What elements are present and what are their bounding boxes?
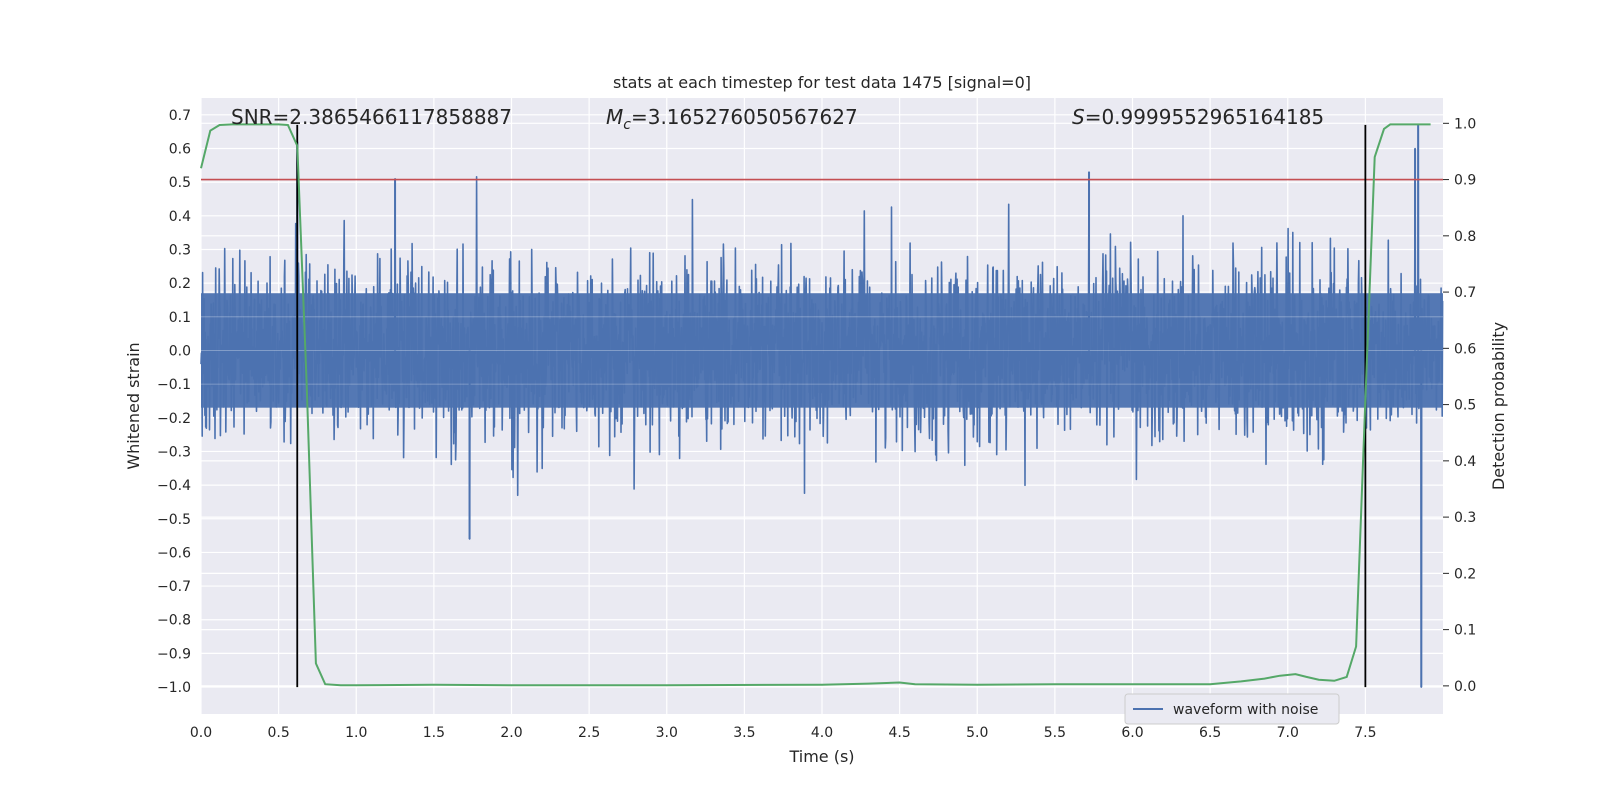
y2-tick-label: 0.5	[1454, 398, 1476, 414]
x-tick-label: 3.5	[733, 725, 755, 741]
y2-axis-label: Detection probability	[1489, 322, 1508, 490]
overlay	[200, 123, 1443, 688]
x-tick-label: 4.0	[811, 725, 833, 741]
y-tick-label: 0.5	[169, 175, 191, 191]
y-tick-label: 0.4	[169, 209, 191, 225]
x-tick-label: 2.0	[500, 725, 522, 741]
y-tick-label: −0.9	[157, 646, 191, 662]
y2-tick-label: 1.0	[1454, 116, 1476, 132]
waveform-core-band	[201, 293, 1443, 408]
x-tick-label: 0.5	[267, 725, 289, 741]
legend-label-waveform: waveform with noise	[1173, 702, 1318, 718]
y2-tick-label: 0.6	[1454, 341, 1476, 357]
x-tick-label: 6.0	[1121, 725, 1143, 741]
y-tick-label: −1.0	[157, 680, 191, 696]
x-tick-label: 1.0	[345, 725, 367, 741]
y-tick-label: −0.8	[157, 613, 191, 629]
probability-line	[200, 123, 1431, 687]
snr-annotation: SNR=2.3865466117858887	[231, 105, 512, 129]
y-tick-label: −0.7	[157, 579, 191, 595]
chart-title: stats at each timestep for test data 147…	[613, 73, 1031, 92]
x-tick-label: 1.5	[423, 725, 445, 741]
s-symbol: S	[1072, 105, 1085, 129]
y-tick-label: −0.2	[157, 411, 191, 427]
x-tick-label: 7.0	[1277, 725, 1299, 741]
y2-tick-label: 0.1	[1454, 623, 1476, 639]
x-tick-label: 5.5	[1044, 725, 1066, 741]
y2-tick-label: 0.4	[1454, 454, 1476, 470]
y-tick-label: 0.3	[169, 242, 191, 258]
y-tick-label: −0.1	[157, 377, 191, 393]
y2-tick-label: 0.9	[1454, 173, 1476, 189]
y-tick-label: 0.0	[169, 343, 191, 359]
x-tick-label: 3.0	[656, 725, 678, 741]
chirp-mass-symbol: M	[606, 105, 623, 129]
y2-tick-label: 0.7	[1454, 285, 1476, 301]
x-tick-label: 2.5	[578, 725, 600, 741]
s-value: =0.9999552965164185	[1085, 105, 1324, 129]
s-annotation: S=0.9999552965164185	[1072, 105, 1324, 129]
legend: waveform with noise	[1124, 693, 1340, 725]
legend-box	[1124, 693, 1340, 725]
y-ticks: 0.7 0.6 0.5 0.4 0.3 0.2 0.1 0.0 −0.1 −0.2 −0.3 −0.4…	[157, 108, 191, 696]
waveform-series	[200, 124, 1444, 688]
chirp-mass-subscript: c	[623, 117, 631, 133]
x-tick-label: 6.5	[1199, 725, 1221, 741]
chirp-mass-value: =3.165276050567627	[631, 105, 858, 129]
x-tick-label: 7.5	[1354, 725, 1376, 741]
x-tick-label: 5.0	[966, 725, 988, 741]
y-axis-label: Whitened strain	[124, 342, 143, 469]
y2-tick-label: 0.8	[1454, 229, 1476, 245]
y2-tick-label: 0.3	[1454, 510, 1476, 526]
x-tick-label: 0.0	[190, 725, 212, 741]
y2-tick-label: 0.0	[1454, 679, 1476, 695]
x-axis-label: Time (s)	[788, 747, 854, 766]
chirp-mass-annotation: Mc=3.165276050567627	[606, 105, 858, 133]
y-tick-label: 0.7	[169, 108, 191, 124]
y2-ticks: 1.0 0.9 0.8 0.7 0.6 0.5 0.4 0.3 0.2 0.1 0.0	[1443, 116, 1476, 695]
x-tick-label: 4.5	[888, 725, 910, 741]
y-tick-label: −0.3	[157, 444, 191, 460]
y-tick-label: −0.5	[157, 512, 191, 528]
y2-tick-label: 0.2	[1454, 566, 1476, 582]
y-tick-label: 0.1	[169, 310, 191, 326]
y-tick-label: −0.6	[157, 545, 191, 561]
y-tick-label: 0.6	[169, 141, 191, 157]
x-ticks: 0.0 0.5 1.0 1.5 2.0 2.5 3.0 3.5 4.0 4.5 5.0 5.5 6.0 6…	[190, 725, 1377, 741]
y-tick-label: −0.4	[157, 478, 191, 494]
y-tick-label: 0.2	[169, 276, 191, 292]
